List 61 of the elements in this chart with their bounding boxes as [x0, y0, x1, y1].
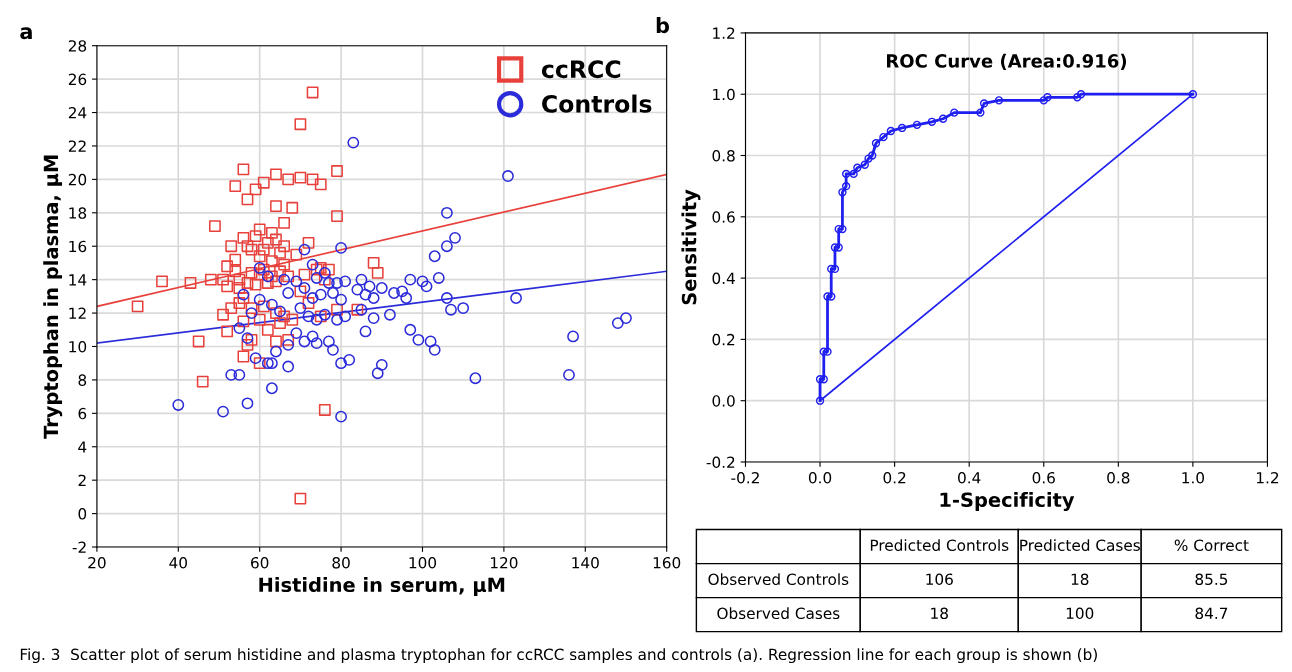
x-tick-label: -0.2: [731, 471, 759, 484]
y-tick-label: 8: [78, 374, 87, 386]
y-tick-label: 24: [68, 107, 87, 119]
y-axis-title: Tryptophan in plasma, µM: [43, 155, 63, 439]
y-tick-label: 20: [68, 173, 87, 186]
category-label: Observed Controls: [708, 573, 849, 586]
y-tick-label: 1.2: [713, 27, 735, 39]
x-tick-label: 160: [653, 557, 681, 569]
category-label: Predicted Cases: [1020, 539, 1140, 551]
text: b: [656, 17, 670, 34]
y-tick-label: 16: [69, 240, 87, 253]
x-tick-label: 1.2: [1256, 471, 1279, 484]
y-tick-label: -0.2: [706, 456, 735, 469]
y-tick-label: 26: [68, 73, 87, 86]
category-label: % Correct: [1174, 539, 1249, 551]
text: 18: [931, 607, 948, 620]
y-tick-label: 14: [69, 274, 87, 286]
x-tick-label: 140: [572, 557, 599, 569]
text: 106: [926, 573, 953, 586]
x-tick-label: 0.4: [958, 471, 981, 484]
x-tick-label: 0.6: [1032, 471, 1055, 484]
category-label: Predicted Controls: [870, 539, 1009, 551]
text: ROC Curve (Area:0.916): [887, 53, 1127, 70]
y-tick-label: 0.2: [712, 333, 735, 346]
y-tick-label: 6: [78, 407, 87, 420]
text: a: [20, 27, 32, 40]
caption: Fig. 3 Scatter plot of serum histidine and plasma tryptophan for ccRCC samples and controls (a). Regression line for each group is shown (b): [20, 648, 1097, 664]
y-tick-label: -2: [72, 541, 86, 553]
x-tick-label: 20: [88, 557, 106, 569]
y-axis-title: Sensitivity: [681, 189, 701, 305]
legend-label: ccRCC: [541, 60, 621, 79]
text: 84.7: [1195, 607, 1228, 620]
x-tick-label: 1.0: [1182, 471, 1205, 484]
x-tick-label: 120: [490, 557, 518, 569]
x-tick-label: 40: [169, 557, 187, 569]
y-tick-label: 0.0: [712, 395, 735, 407]
y-tick-label: 4: [78, 441, 87, 453]
x-axis-title: Histidine in serum, µM: [259, 577, 505, 596]
y-tick-label: 22: [68, 140, 86, 152]
y-tick-label: 28: [68, 40, 87, 52]
y-tick-label: 2: [78, 474, 86, 486]
x-tick-label: 0.2: [883, 471, 906, 484]
y-tick-label: 0.6: [712, 211, 735, 223]
x-tick-label: 0.0: [808, 471, 832, 484]
y-tick-label: 10: [69, 340, 87, 353]
y-tick-label: 12: [69, 307, 86, 319]
y-tick-label: 1.0: [713, 88, 735, 101]
text: 100: [1066, 607, 1094, 620]
text: 85.5: [1195, 573, 1228, 586]
y-tick-label: 0: [78, 508, 87, 520]
x-axis-title: 1-Specificity: [940, 492, 1075, 512]
y-tick-label: 18: [69, 207, 87, 219]
y-tick-label: 0.8: [712, 149, 735, 162]
text: 18: [1071, 573, 1089, 586]
x-tick-label: 80: [332, 557, 350, 569]
x-tick-label: 60: [251, 557, 269, 569]
category-label: Observed Cases: [717, 607, 840, 620]
x-tick-label: 0.8: [1107, 471, 1130, 484]
x-tick-label: 100: [409, 557, 437, 569]
legend-label: Controls: [542, 94, 652, 113]
y-tick-label: 0.4: [712, 272, 735, 285]
